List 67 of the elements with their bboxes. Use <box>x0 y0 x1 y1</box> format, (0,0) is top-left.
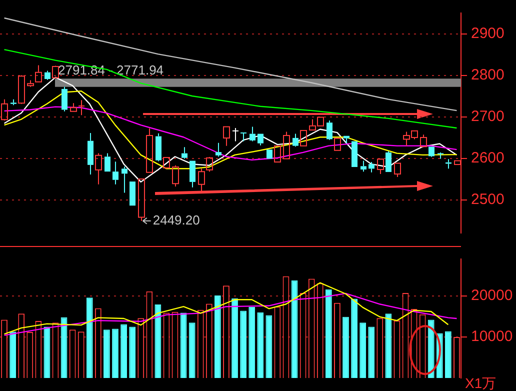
candlestick <box>292 133 298 148</box>
candlestick <box>386 150 392 172</box>
candlestick <box>62 86 68 112</box>
candlestick <box>35 64 42 82</box>
candlestick <box>258 134 264 146</box>
candlestick <box>428 146 434 158</box>
bar <box>232 298 238 378</box>
candlestick <box>223 126 230 146</box>
bar <box>188 322 196 378</box>
bar <box>368 326 375 378</box>
y-tick-label: 2500 <box>471 190 504 208</box>
bar <box>444 331 452 378</box>
y-tick-label: 20000 <box>471 287 513 304</box>
bar <box>325 289 332 378</box>
candlestick <box>78 100 85 116</box>
bar <box>104 330 110 378</box>
candlestick <box>138 178 145 222</box>
bar <box>257 312 264 378</box>
candlestick <box>360 160 366 172</box>
candlestick <box>122 166 128 194</box>
candlestick <box>112 161 118 185</box>
bar <box>180 312 187 378</box>
candlestick <box>130 182 136 206</box>
bar <box>86 298 93 378</box>
bar <box>240 310 247 378</box>
bar <box>129 326 136 378</box>
candlestick <box>190 160 196 188</box>
candlestick <box>283 131 290 160</box>
candlestick <box>198 168 205 192</box>
bar <box>214 296 221 378</box>
candlestick <box>352 141 358 167</box>
bar <box>248 307 256 378</box>
bar <box>342 316 349 378</box>
y-tick-label: 2700 <box>471 108 504 125</box>
bar <box>351 298 358 378</box>
candlestick <box>344 136 350 144</box>
bar <box>120 324 127 378</box>
bar <box>385 314 392 378</box>
candlestick <box>232 127 239 142</box>
candlestick <box>326 120 332 141</box>
bar <box>360 322 366 378</box>
candlestick <box>266 150 272 159</box>
bar <box>154 304 162 378</box>
bar <box>428 320 434 378</box>
candlestick <box>216 142 222 158</box>
candlestick <box>240 132 247 142</box>
y-tick-label: 2900 <box>471 24 504 42</box>
y-tick-label: 2800 <box>471 66 504 84</box>
y-tick-label: 10000 <box>471 328 513 346</box>
candlestick <box>88 132 94 175</box>
y-tick-label: 2600 <box>471 149 504 166</box>
candlestick <box>182 146 188 160</box>
bar <box>112 328 118 378</box>
candlestick <box>104 152 110 172</box>
candlestick <box>156 132 162 162</box>
candlestick <box>300 130 307 146</box>
candlestick <box>250 126 256 142</box>
annotation: 2449.20 <box>152 212 200 228</box>
candlestick <box>44 70 50 80</box>
candlestick <box>95 152 102 185</box>
bar <box>10 332 16 378</box>
candlestick <box>274 145 281 163</box>
candlestick <box>146 128 153 173</box>
candlestick <box>368 162 374 173</box>
bar <box>266 315 272 378</box>
candlestick <box>334 138 341 151</box>
text: X1万 <box>465 374 496 391</box>
